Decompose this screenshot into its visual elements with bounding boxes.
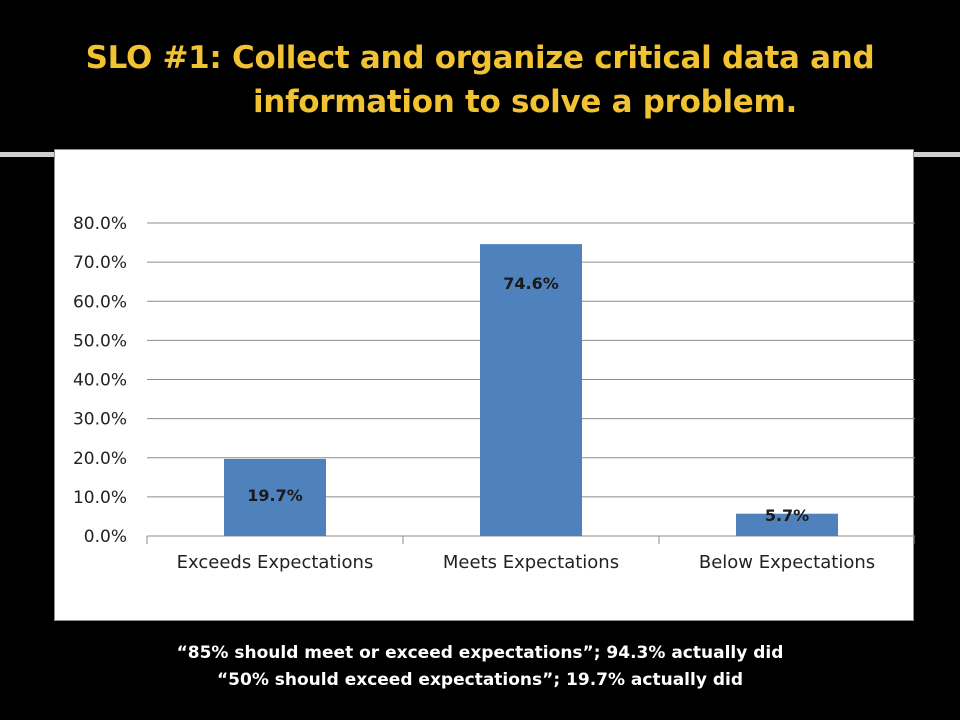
caption-line-1: “85% should meet or exceed expectations”… (176, 643, 784, 663)
y-tick-label: 70.0% (73, 253, 127, 273)
y-tick-label: 60.0% (73, 292, 127, 312)
y-tick-label: 80.0% (73, 214, 127, 234)
x-category-label: Meets Expectations (443, 552, 619, 573)
slide-title-line-1: SLO #1: Collect and organize critical da… (85, 40, 875, 76)
y-tick-label: 20.0% (73, 449, 127, 469)
y-tick-label: 0.0% (84, 527, 127, 547)
y-tick-label: 10.0% (73, 488, 127, 508)
bar-chart: 0.0% 10.0% 20.0% 30.0% 40.0% 50.0% 60.0% 70.0% 8… (73, 214, 915, 573)
data-label: 5.7% (765, 506, 809, 525)
y-tick-label: 30.0% (73, 410, 127, 430)
caption-line-2: “50% should exceed expectations”; 19.7% … (217, 670, 743, 690)
y-tick-label: 40.0% (73, 371, 127, 391)
bar (736, 513, 838, 536)
title-band: SLO #1: Collect and organize critical da… (0, 0, 960, 150)
bar (224, 458, 326, 536)
divider-left (0, 152, 54, 157)
chart-frame: 0.0% 10.0% 20.0% 30.0% 40.0% 50.0% 60.0% 70.0% 8… (54, 149, 915, 621)
slide-title: SLO #1: Collect and organize critical da… (0, 36, 960, 124)
data-label: 74.6% (503, 274, 559, 293)
slide-title-line-2: information to solve a problem. (252, 84, 797, 120)
y-tick-label: 50.0% (73, 331, 127, 351)
divider-right (914, 152, 960, 157)
caption: “85% should meet or exceed expectations”… (0, 640, 960, 694)
x-category-label: Below Expectations (699, 552, 875, 573)
bar (480, 244, 582, 536)
x-category-label: Exceeds Expectations (177, 552, 374, 573)
data-label: 19.7% (247, 486, 303, 505)
